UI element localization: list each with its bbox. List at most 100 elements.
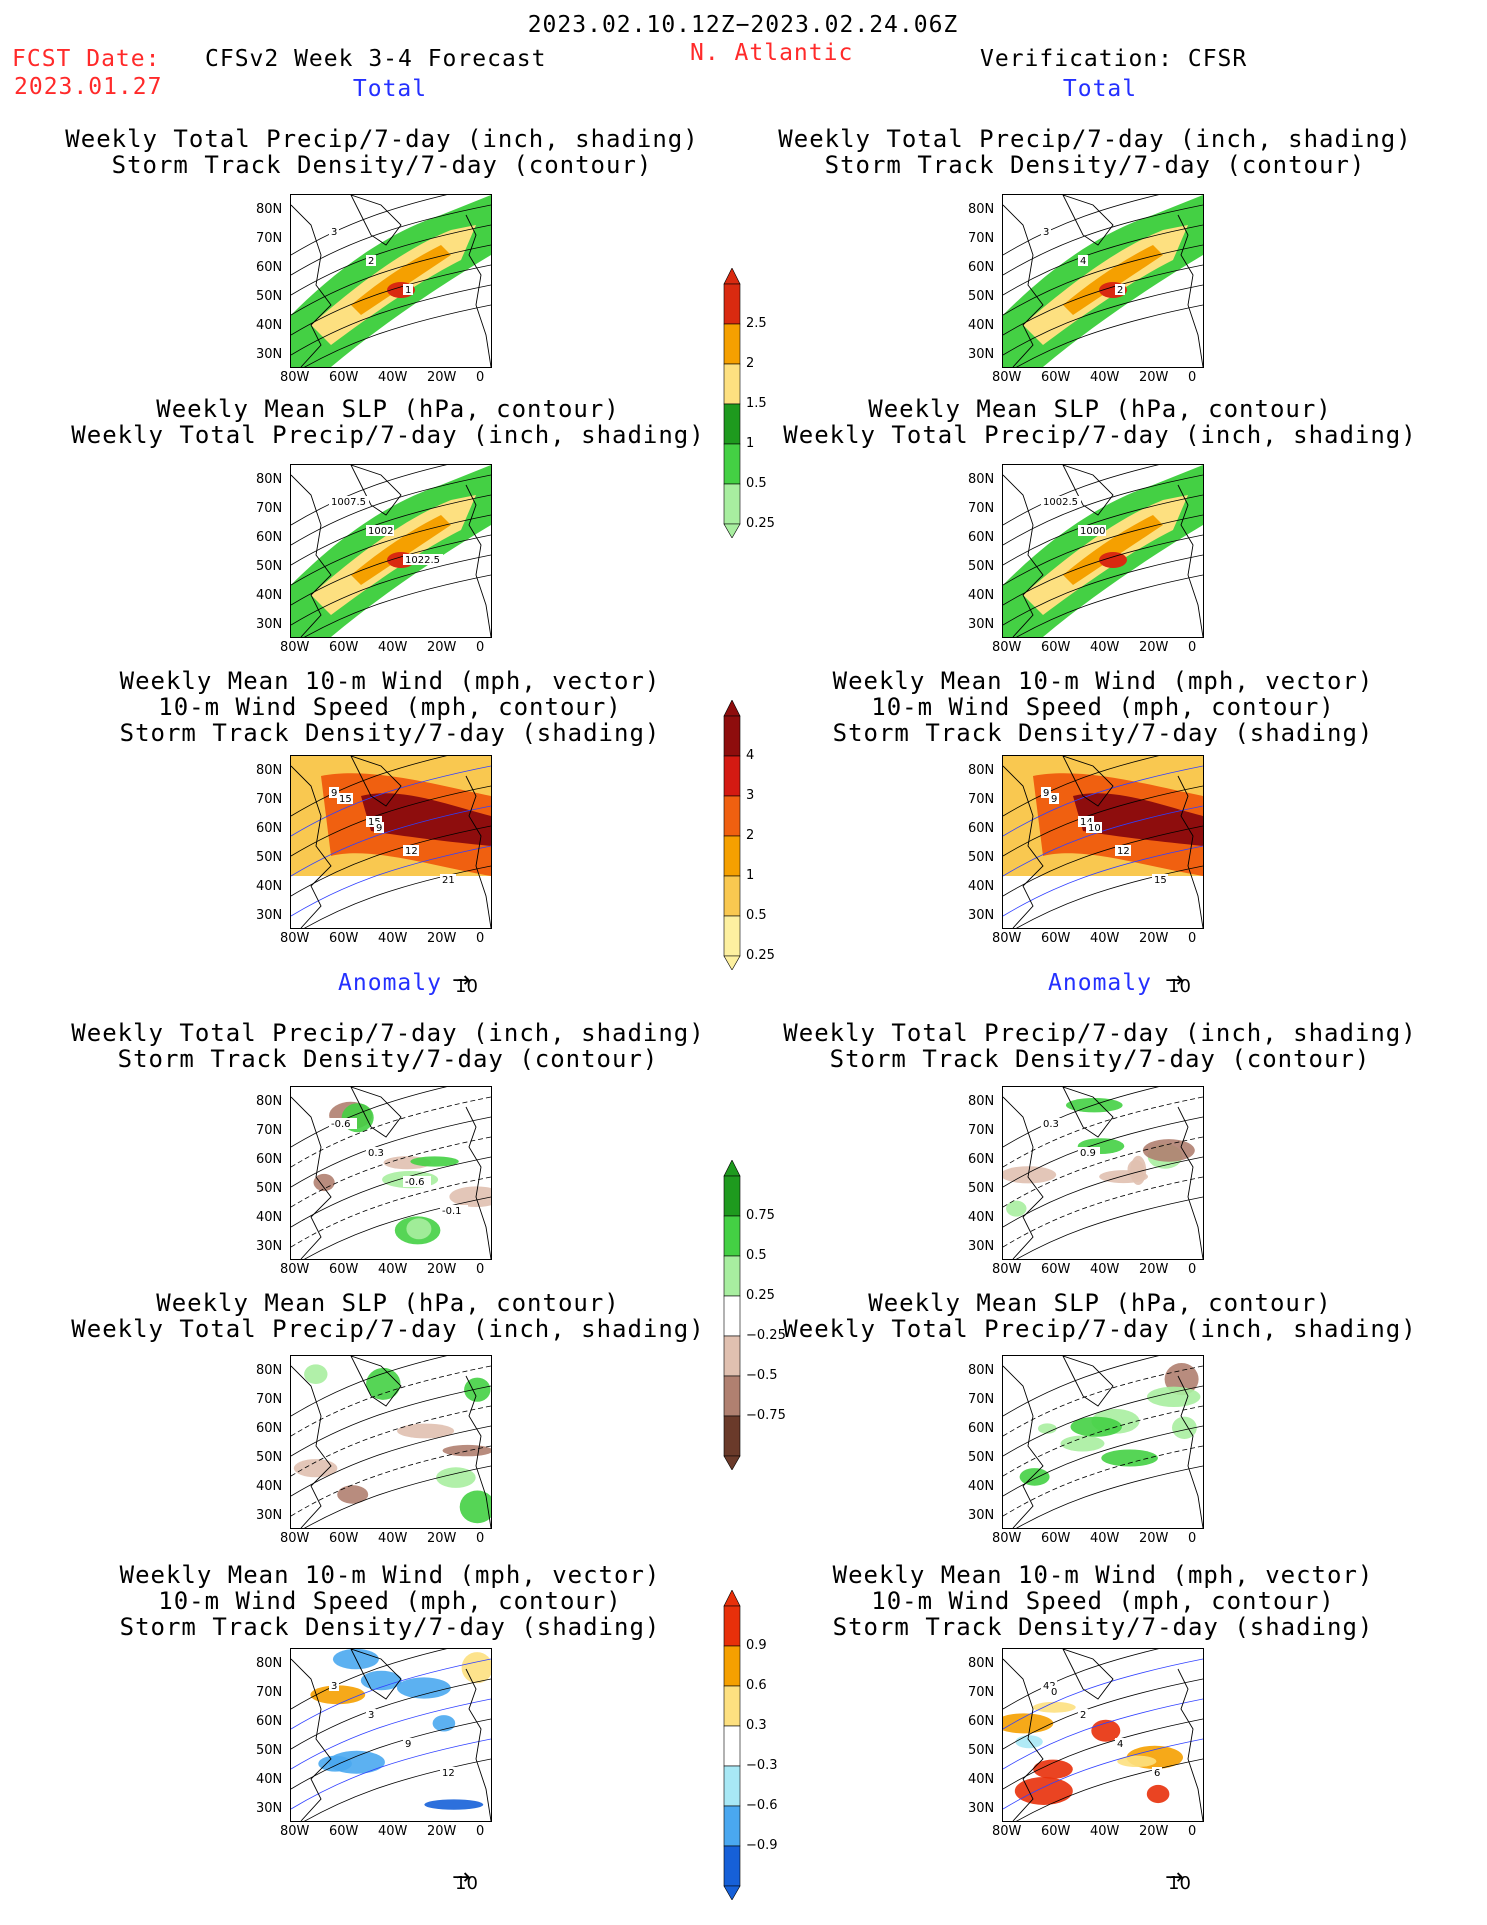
lat-tick: 60N <box>968 821 995 836</box>
map-label: 6 <box>1154 1768 1160 1779</box>
map-label: 3 <box>331 227 337 238</box>
map-l3-plot: 9151221159 <box>291 756 491 928</box>
lon-tick: 60W <box>1041 931 1071 946</box>
lon-tick: 40W <box>1090 640 1120 655</box>
map-label: 15 <box>1154 875 1167 886</box>
lat-tick: 30N <box>968 347 995 362</box>
colorbar-track_total: 4 3 2 1 0.5 0.25 <box>722 699 775 974</box>
colorbar-label: 2 <box>746 356 755 371</box>
region-title: N. Atlantic <box>690 40 854 66</box>
map-r1-plot: 3 4 2 <box>1003 195 1203 367</box>
vector-ref-arrow-r3: → <box>1165 968 1184 993</box>
colorbar-label: 0.3 <box>746 1718 767 1733</box>
map-label: 2 <box>1117 285 1123 296</box>
lat-tick: 60N <box>968 1714 995 1729</box>
map-label: 4 <box>1080 256 1086 267</box>
lon-tick: 60W <box>329 1531 359 1546</box>
colorbar-precip_total: 2.5 2 1.5 1 0.5 0.25 <box>722 267 775 542</box>
colorbar-label: 2.5 <box>746 316 767 331</box>
lat-tick: 60N <box>968 530 995 545</box>
map-l6: 3 3 9 12 <box>290 1648 492 1822</box>
date-range: 2023.02.10.12Z−2023.02.24.06Z <box>527 12 959 38</box>
lat-tick: 30N <box>968 1508 995 1523</box>
lon-tick: 80W <box>992 931 1022 946</box>
lat-tick: 50N <box>256 1450 283 1465</box>
lat-tick: 40N <box>968 879 995 894</box>
lon-tick: 0 <box>1188 1824 1197 1839</box>
map-label: 2 <box>1080 1710 1086 1721</box>
lat-tick: 80N <box>256 472 283 487</box>
lon-tick: 60W <box>329 1824 359 1839</box>
lat-tick: 80N <box>968 1656 995 1671</box>
lat-tick: 50N <box>968 1743 995 1758</box>
lat-tick: 80N <box>968 1363 995 1378</box>
lat-tick: 30N <box>968 1801 995 1816</box>
lat-tick: 50N <box>256 1743 283 1758</box>
lat-tick: 50N <box>256 559 283 574</box>
vector-ref-arrow-l3: → <box>452 968 471 993</box>
map-r6-plot: 422460 <box>1003 1649 1203 1821</box>
lat-tick: 40N <box>256 318 283 333</box>
lat-tick: 80N <box>256 202 283 217</box>
map-label: 3 <box>368 1710 374 1721</box>
lon-tick: 20W <box>1139 1824 1169 1839</box>
lat-tick: 70N <box>968 231 995 246</box>
lon-tick: 40W <box>378 640 408 655</box>
section-total-left: Total <box>352 76 428 102</box>
lon-tick: 20W <box>427 370 457 385</box>
colorbar-label: −0.25 <box>746 1328 786 1343</box>
vector-ref-r3: 10 <box>1168 976 1191 997</box>
lat-tick: 40N <box>968 1479 995 1494</box>
map-label: 0 <box>1051 1687 1057 1698</box>
map-label: 1022.5 <box>405 555 440 566</box>
verification-label: Verification: CFSR <box>980 46 1248 72</box>
lon-tick: 0 <box>1188 1262 1197 1277</box>
lat-tick: 40N <box>968 1210 995 1225</box>
title-r1: Weekly Total Precip/7-day (inch, shading… <box>778 125 1412 179</box>
lon-tick: 20W <box>427 931 457 946</box>
lat-tick: 40N <box>256 1772 283 1787</box>
lat-tick: 80N <box>968 202 995 217</box>
lat-tick: 60N <box>968 1421 995 1436</box>
lon-tick: 60W <box>329 370 359 385</box>
lat-tick: 50N <box>256 1181 283 1196</box>
map-r2: 1002.5 1000 <box>1002 464 1204 638</box>
lat-tick: 70N <box>256 1123 283 1138</box>
lat-tick: 30N <box>968 1239 995 1254</box>
colorbar-label: 1 <box>746 436 755 451</box>
vector-ref-l6: 10 <box>455 1873 478 1894</box>
map-label: 9 <box>1043 788 1049 799</box>
lon-tick: 80W <box>280 370 310 385</box>
colorbar-label: −0.5 <box>746 1368 778 1383</box>
lon-tick: 60W <box>329 640 359 655</box>
map-r4: 0.3 0.9 <box>1002 1086 1204 1260</box>
title-r2: Weekly Mean SLP (hPa, contour) Weekly To… <box>783 395 1417 449</box>
lon-tick: 80W <box>280 931 310 946</box>
lon-tick: 20W <box>427 1531 457 1546</box>
lat-tick: 30N <box>256 347 283 362</box>
colorbar-label: 0.9 <box>746 1638 767 1653</box>
colorbar-label: 0.5 <box>746 908 767 923</box>
lon-tick: 60W <box>1041 1531 1071 1546</box>
lat-tick: 70N <box>256 1685 283 1700</box>
lon-tick: 20W <box>427 640 457 655</box>
lon-tick: 80W <box>280 640 310 655</box>
lat-tick: 50N <box>968 289 995 304</box>
lon-tick: 0 <box>476 1824 485 1839</box>
lon-tick: 0 <box>1188 370 1197 385</box>
lat-tick: 70N <box>256 792 283 807</box>
lon-tick: 80W <box>280 1262 310 1277</box>
map-l4-plot: -0.6 0.3 -0.6 -0.1 <box>291 1087 491 1259</box>
lat-tick: 50N <box>968 1181 995 1196</box>
lat-tick: 70N <box>968 1123 995 1138</box>
map-label: 1 <box>405 285 411 296</box>
lat-tick: 70N <box>968 1392 995 1407</box>
lon-tick: 40W <box>378 931 408 946</box>
title-l3: Weekly Mean 10-m Wind (mph, vector) 10-m… <box>119 667 661 747</box>
map-l5-plot <box>291 1356 491 1528</box>
lat-tick: 30N <box>968 908 995 923</box>
map-label: 15 <box>339 794 352 805</box>
section-total-right: Total <box>1062 76 1138 102</box>
map-label: 0.9 <box>1080 1148 1096 1159</box>
lat-tick: 40N <box>256 879 283 894</box>
